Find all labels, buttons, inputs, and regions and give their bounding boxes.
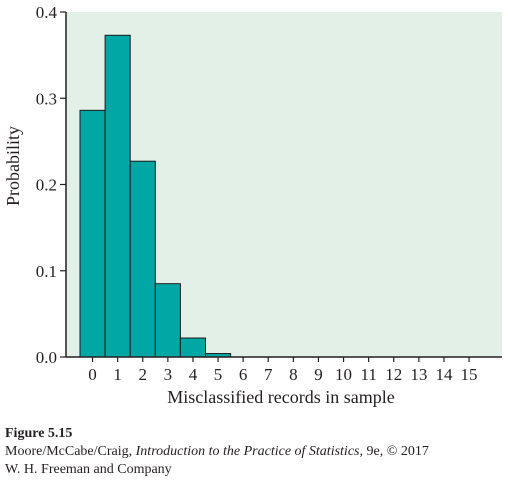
- x-axis-label: Misclassified records in sample: [167, 387, 394, 407]
- x-tick-label: 0: [88, 365, 97, 384]
- x-tick-label: 3: [164, 365, 173, 384]
- x-tick-label: 6: [239, 365, 248, 384]
- y-tick-label: 0.0: [36, 348, 57, 367]
- bar-0: [79, 109, 106, 358]
- y-tick-label: 0.4: [36, 3, 58, 22]
- bar-4: [179, 337, 206, 358]
- x-tick-label: 5: [214, 365, 223, 384]
- publisher-line: W. H. Freeman and Company: [5, 462, 172, 477]
- x-tick-label: 13: [410, 365, 427, 384]
- y-axis-label: Probability: [3, 126, 23, 206]
- x-tick-label: 11: [360, 365, 376, 384]
- citation-authors: Moore/McCabe/Craig,: [5, 444, 136, 459]
- y-tick-label: 0.2: [36, 176, 57, 195]
- bars-group: [79, 34, 232, 358]
- x-ticks-group: 0 1 2 3 4 5 6 7 8 9 10 11 12 13 14 15: [88, 357, 478, 384]
- x-tick-label: 7: [264, 365, 273, 384]
- x-tick-label: 9: [314, 365, 323, 384]
- x-tick-label: 8: [289, 365, 298, 384]
- x-tick-label: 14: [435, 365, 453, 384]
- x-tick-label: 2: [139, 365, 148, 384]
- citation-book-title: Introduction to the Practice of Statisti…: [135, 444, 363, 459]
- y-tick-label: 0.1: [36, 262, 57, 281]
- x-tick-label: 12: [385, 365, 402, 384]
- citation-line: Moore/McCabe/Craig, Introduction to the …: [5, 443, 429, 461]
- bar-3: [154, 283, 181, 358]
- y-tick-label: 0.3: [36, 89, 57, 108]
- bar-1: [104, 34, 131, 358]
- x-tick-label: 4: [189, 365, 198, 384]
- x-tick-label: 1: [113, 365, 122, 384]
- x-tick-label: 10: [335, 365, 352, 384]
- x-tick-label: 15: [461, 365, 478, 384]
- figure-caption: Figure 5.15 Moore/McCabe/Craig, Introduc…: [5, 425, 429, 479]
- citation-edition: 9e, © 2017: [362, 444, 429, 459]
- y-ticks-group: 0.0 0.1 0.2 0.3 0.4: [36, 3, 66, 367]
- bar-2: [129, 160, 156, 358]
- histogram-chart: 0.00.10.20.30.4 0 1 2 3 4 5 6 7 8 9 10 11 12 13 14 15 P…: [3, 3, 502, 407]
- figure-number: Figure 5.15: [5, 426, 73, 441]
